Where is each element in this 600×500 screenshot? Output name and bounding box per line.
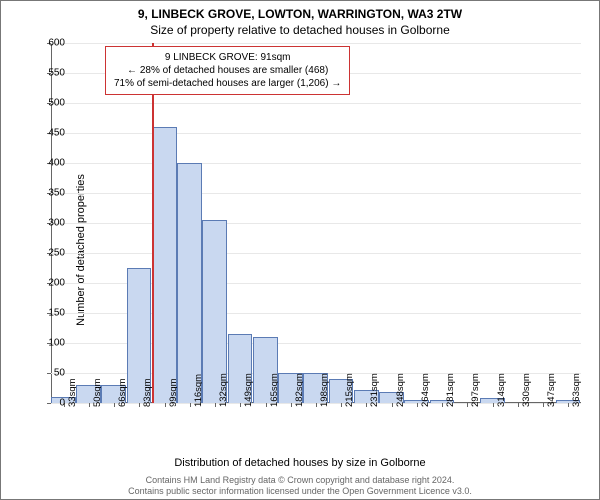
- chart-container: 9, LINBECK GROVE, LOWTON, WARRINGTON, WA…: [0, 0, 600, 500]
- chart-title-line2: Size of property relative to detached ho…: [1, 23, 599, 37]
- x-tick: [215, 403, 216, 407]
- histogram-bar: [177, 163, 202, 403]
- x-tick-label: 330sqm: [521, 373, 532, 407]
- gridline: [51, 223, 581, 224]
- x-tick-label: 281sqm: [445, 373, 456, 407]
- x-tick: [190, 403, 191, 407]
- footer-line1: Contains HM Land Registry data © Crown c…: [1, 475, 599, 485]
- gridline: [51, 163, 581, 164]
- y-tick-label: 300: [35, 218, 65, 229]
- annotation-box: 9 LINBECK GROVE: 91sqm← 28% of detached …: [105, 46, 350, 95]
- x-tick: [139, 403, 140, 407]
- x-tick: [568, 403, 569, 407]
- x-tick: [291, 403, 292, 407]
- annotation-line: 71% of semi-detached houses are larger (…: [114, 77, 341, 90]
- annotation-line: ← 28% of detached houses are smaller (46…: [114, 64, 341, 77]
- y-tick-label: 350: [35, 188, 65, 199]
- x-tick: [114, 403, 115, 407]
- x-tick: [316, 403, 317, 407]
- x-tick: [266, 403, 267, 407]
- y-tick-label: 250: [35, 248, 65, 259]
- y-tick-label: 100: [35, 338, 65, 349]
- x-tick: [442, 403, 443, 407]
- gridline: [51, 103, 581, 104]
- x-tick: [341, 403, 342, 407]
- x-tick-label: 314sqm: [496, 373, 507, 407]
- x-tick-label: 363sqm: [571, 373, 582, 407]
- chart-title-line1: 9, LINBECK GROVE, LOWTON, WARRINGTON, WA…: [1, 7, 599, 21]
- y-tick-label: 0: [35, 398, 65, 409]
- gridline: [51, 253, 581, 254]
- x-tick: [89, 403, 90, 407]
- x-tick: [165, 403, 166, 407]
- x-tick: [417, 403, 418, 407]
- x-axis-label: Distribution of detached houses by size …: [1, 457, 599, 469]
- x-tick: [240, 403, 241, 407]
- y-tick-label: 500: [35, 98, 65, 109]
- y-tick-label: 600: [35, 38, 65, 49]
- footer-line2: Contains public sector information licen…: [1, 486, 599, 496]
- gridline: [51, 133, 581, 134]
- x-tick: [518, 403, 519, 407]
- gridline: [51, 43, 581, 44]
- y-tick-label: 150: [35, 308, 65, 319]
- histogram-bar: [152, 127, 177, 403]
- x-tick: [493, 403, 494, 407]
- annotation-line: 9 LINBECK GROVE: 91sqm: [114, 51, 341, 64]
- y-tick-label: 400: [35, 158, 65, 169]
- x-tick: [366, 403, 367, 407]
- y-tick-label: 450: [35, 128, 65, 139]
- x-tick: [543, 403, 544, 407]
- gridline: [51, 193, 581, 194]
- y-tick-label: 50: [35, 368, 65, 379]
- y-tick-label: 550: [35, 68, 65, 79]
- y-tick-label: 200: [35, 278, 65, 289]
- x-tick: [392, 403, 393, 407]
- reference-line: [152, 43, 154, 403]
- x-tick: [467, 403, 468, 407]
- plot-area: 33sqm50sqm66sqm83sqm99sqm116sqm132sqm149…: [51, 43, 581, 403]
